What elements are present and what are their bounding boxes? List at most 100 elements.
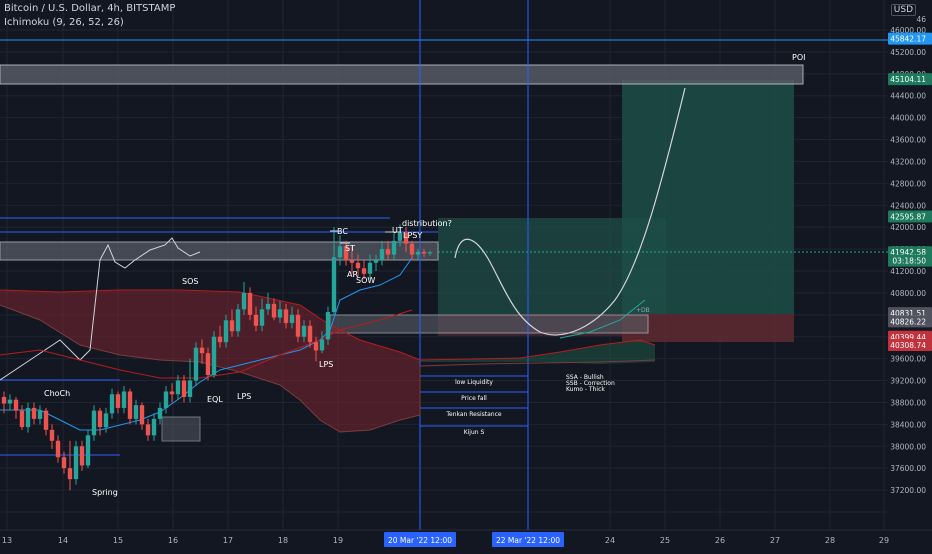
ssa-note-0: SSA - Bullish [566,374,604,381]
time-axis-bg [0,530,932,550]
price-tick: 46 [916,15,926,24]
candle-body [139,405,145,425]
ssa-note-2: Kumo - Thick [566,386,605,393]
candle-body [25,407,31,428]
long-target-zone [622,80,794,314]
candle-body [175,380,181,395]
demand-box [329,314,649,334]
candle-body [49,429,55,441]
kumo-bull [420,340,655,364]
candle-body [193,347,199,381]
price-tick: 38000.00 [890,442,926,451]
candle-body [169,391,175,395]
price-tick: 38400.00 [890,420,926,429]
candle-body [409,243,415,255]
candle-body [331,257,337,313]
stop-zone [622,314,794,342]
candle-body [127,391,133,419]
ar-label: AR [347,270,358,279]
candle-body [301,325,307,337]
price-tick: 39600.00 [890,355,926,364]
price-label: 03:18:50 [892,257,926,266]
candle-body [91,410,97,436]
time-tick: 28 [825,536,835,545]
price-tick: 44000.00 [890,114,926,123]
time-axis[interactable]: 13 14 15 16 17 18 19 24 25 26 27 28 29 20 Mar '22 12:… [0,529,932,550]
candle-body [361,268,367,274]
kijun-sen [0,309,413,379]
candle-body [151,418,157,436]
time-tick: 19 [333,536,343,545]
candle-body [223,320,229,343]
candle-body [337,246,343,258]
price-tick: 40800.00 [890,289,926,298]
indicator-lines [0,0,888,530]
price-label-bg [888,210,932,223]
bc-label: BC [337,227,348,236]
candle-body [79,446,85,466]
candle-body [235,309,241,332]
candle-body [37,410,43,419]
zones [0,64,804,442]
indicator-label[interactable]: Ichimoku (9, 26, 52, 26) [4,17,124,28]
eql-box [161,416,201,442]
price-tick: 37200.00 [890,486,926,495]
candle-body [241,292,247,310]
senkou-a [0,289,656,361]
candle-body [373,260,379,263]
candle-body [217,336,223,343]
price-label-bg [888,32,932,45]
candle-body [367,262,373,274]
candle-body [391,240,397,255]
note-2: Tenkan Resistance [445,411,502,418]
currency-badge[interactable]: USD [890,4,916,16]
candle-body [397,232,403,241]
time-tick: 14 [58,536,68,545]
note-3: Kijun S [464,429,485,436]
symbol-title[interactable]: Bitcoin / U.S. Dollar, 4h, BITSTAMP [4,3,176,14]
candle-body [307,325,313,343]
candle-body [61,457,67,469]
price-label: 40831.51 [890,309,926,318]
price-label: 40826.22 [890,317,926,326]
time-tick: 16 [168,536,178,545]
candle-body [265,303,271,310]
candle-body [283,309,289,324]
price-label: 41942.58 [890,248,926,257]
candle-body [85,435,91,466]
candle-body [103,413,109,428]
candle-body [271,303,277,318]
price-label: 45104.11 [890,75,926,84]
candle-body [13,399,19,411]
projection-green [559,299,646,339]
candle-body [19,410,25,428]
candle-body [421,251,427,254]
candle-body [67,468,73,480]
time-tick: 13 [2,536,12,545]
candle-body [1,396,7,404]
candle-body [145,424,151,436]
distribution-box [0,241,439,261]
price-tick: 41200.00 [890,267,926,276]
choch-label: ChoCh [44,389,70,398]
st-label: ST [345,244,355,253]
candle-body [115,394,121,408]
candle-body [121,391,127,408]
sow-label: SOW [356,276,375,285]
poi-label: POI [792,53,805,62]
candle-body [229,320,235,332]
time-tick: 18 [278,536,288,545]
price-axis[interactable]: 4646000.0045200.0044800.0044400.0044000.… [888,0,932,530]
candle-body [181,380,187,397]
price-label: 45842.17 [890,35,926,44]
projected-path [454,87,686,336]
price-label-bg [888,315,932,328]
price-tick: 43600.00 [890,136,926,145]
candle-body [163,391,169,408]
price-tick: 42400.00 [890,201,926,210]
candle-body [205,353,211,376]
distribution-label: distribution? [402,219,452,228]
candle-body [349,260,355,263]
